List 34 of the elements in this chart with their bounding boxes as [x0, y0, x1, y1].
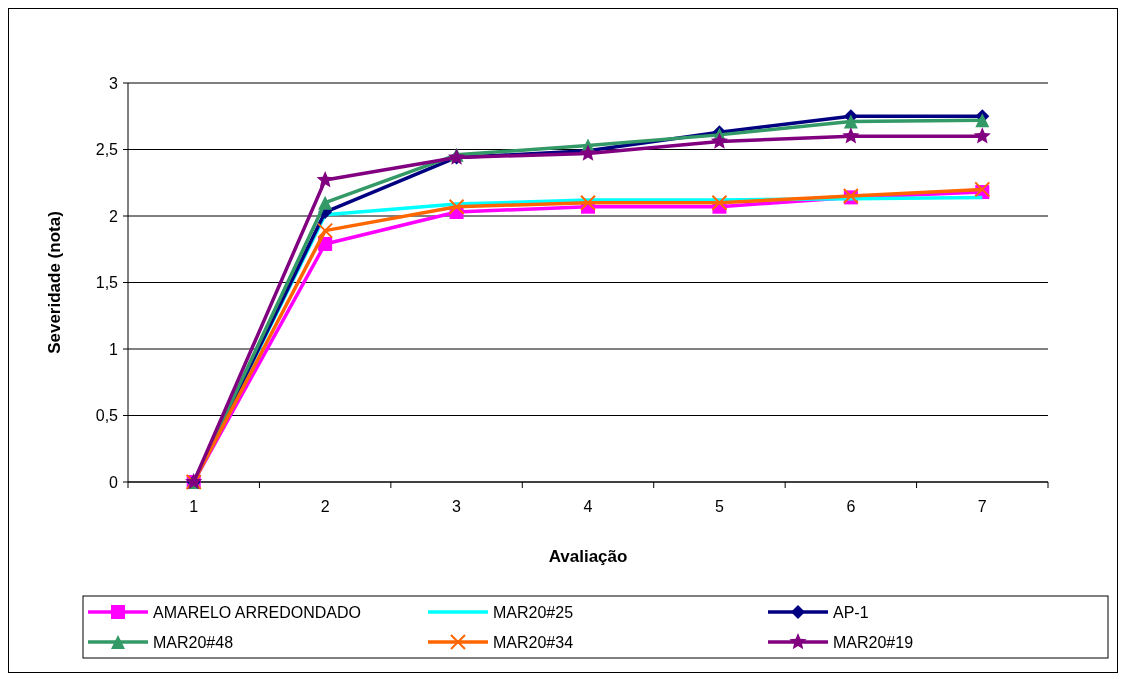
y-axis-title: Severidade (nota)	[45, 211, 64, 354]
y-tick-label: 2,5	[95, 141, 119, 159]
y-tick-label: 0	[109, 473, 119, 491]
point	[317, 222, 334, 239]
point	[975, 113, 990, 128]
x-tick-label: 4	[583, 498, 593, 515]
legend-label: MAR20#48	[153, 633, 234, 651]
point	[842, 127, 860, 144]
point	[316, 171, 334, 188]
y-tick-label: 0,5	[95, 407, 119, 425]
point	[318, 195, 333, 210]
y-tick-label: 1,5	[95, 274, 119, 292]
point	[973, 127, 991, 144]
legend-label: AP-1	[833, 603, 869, 621]
x-tick-label: 5	[714, 498, 724, 515]
point	[974, 181, 991, 198]
y-tick-label: 1	[109, 340, 119, 358]
point	[448, 198, 465, 215]
x-tick-label: 3	[452, 498, 462, 515]
legend-label: MAR20#25	[493, 603, 574, 621]
x-tick-label: 7	[977, 498, 987, 515]
point	[580, 194, 596, 211]
point	[710, 132, 728, 149]
y-tick-label: 2	[109, 207, 119, 225]
x-axis-title: Avaliação	[548, 547, 628, 566]
x-tick-label: 6	[846, 498, 856, 515]
point	[711, 194, 728, 211]
legend-label: MAR20#19	[833, 633, 914, 651]
point	[843, 114, 858, 129]
y-tick-label: 3	[109, 74, 119, 92]
x-tick-label: 1	[189, 498, 199, 515]
legend-label: MAR20#34	[493, 633, 574, 651]
x-tick-label: 2	[320, 498, 330, 515]
legend-label: AMARELO ARREDONDADO	[153, 603, 362, 621]
